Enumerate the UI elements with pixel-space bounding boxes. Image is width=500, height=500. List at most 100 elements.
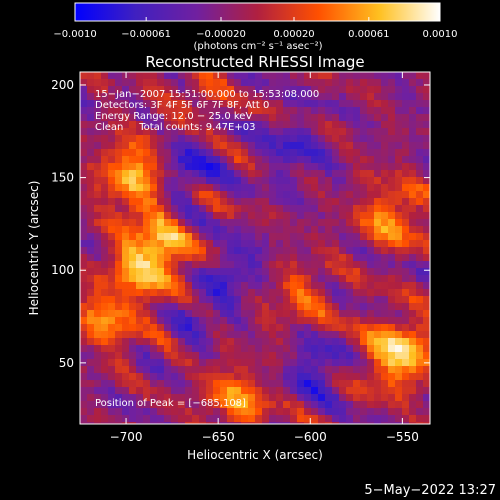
- heatmap-cell: [248, 198, 256, 206]
- heatmap-cell: [367, 331, 375, 339]
- heatmap-cell: [213, 352, 221, 360]
- heatmap-cell: [416, 114, 424, 122]
- heatmap-cell: [227, 408, 235, 416]
- heatmap-cell: [101, 156, 109, 164]
- heatmap-cell: [395, 415, 403, 423]
- heatmap-cell: [381, 310, 389, 318]
- y-tick-label: 100: [51, 263, 74, 277]
- heatmap-cell: [178, 184, 186, 192]
- heatmap-cell: [276, 366, 284, 374]
- heatmap-cell: [381, 142, 389, 150]
- heatmap-cell: [255, 163, 263, 171]
- heatmap-cell: [192, 394, 200, 402]
- heatmap-cell: [318, 226, 326, 234]
- heatmap-cell: [290, 226, 298, 234]
- heatmap-cell: [367, 401, 375, 409]
- heatmap-cell: [276, 324, 284, 332]
- heatmap-cell: [227, 401, 235, 409]
- heatmap-cell: [171, 296, 179, 304]
- heatmap-cell: [129, 254, 137, 262]
- heatmap-cell: [150, 72, 158, 80]
- heatmap-cell: [80, 219, 88, 227]
- heatmap-cell: [318, 149, 326, 157]
- heatmap-cell: [304, 163, 312, 171]
- heatmap-cell: [248, 170, 256, 178]
- heatmap-cell: [199, 289, 207, 297]
- heatmap-cell: [353, 324, 361, 332]
- heatmap-cell: [199, 268, 207, 276]
- heatmap-cell: [199, 324, 207, 332]
- heatmap-cell: [206, 275, 214, 283]
- heatmap-cell: [248, 296, 256, 304]
- heatmap-cell: [283, 373, 291, 381]
- heatmap-cell: [290, 296, 298, 304]
- heatmap-cell: [304, 156, 312, 164]
- heatmap-cell: [276, 380, 284, 388]
- heatmap-cell: [262, 191, 270, 199]
- heatmap-cell: [143, 373, 151, 381]
- heatmap-cell: [304, 345, 312, 353]
- heatmap-cell: [220, 177, 228, 185]
- heatmap-cell: [213, 387, 221, 395]
- heatmap-cell: [143, 345, 151, 353]
- heatmap-cell: [325, 359, 333, 367]
- heatmap-cell: [108, 317, 116, 325]
- heatmap-cell: [227, 373, 235, 381]
- heatmap-cell: [276, 303, 284, 311]
- heatmap-cell: [297, 415, 305, 423]
- heatmap-cell: [367, 156, 375, 164]
- heatmap-cell: [101, 254, 109, 262]
- heatmap-cell: [101, 401, 109, 409]
- heatmap-cell: [101, 380, 109, 388]
- heatmap-cell: [304, 198, 312, 206]
- heatmap-cell: [164, 170, 172, 178]
- heatmap-cell: [318, 296, 326, 304]
- heatmap-cell: [185, 366, 193, 374]
- heatmap-cell: [157, 240, 165, 248]
- heatmap-cell: [87, 408, 95, 416]
- heatmap-cell: [143, 107, 151, 115]
- heatmap-cell: [416, 268, 424, 276]
- heatmap-cell: [115, 373, 123, 381]
- heatmap-cell: [192, 401, 200, 409]
- heatmap-cell: [171, 114, 179, 122]
- heatmap-cell: [206, 254, 214, 262]
- heatmap-cell: [213, 142, 221, 150]
- heatmap-cell: [297, 121, 305, 129]
- heatmap-cell: [360, 303, 368, 311]
- heatmap-cell: [367, 422, 375, 424]
- heatmap-cell: [171, 205, 179, 213]
- heatmap-cell: [136, 107, 144, 115]
- heatmap-cell: [129, 303, 137, 311]
- heatmap-cell: [255, 324, 263, 332]
- heatmap-cell: [241, 268, 249, 276]
- heatmap-cell: [290, 240, 298, 248]
- heatmap-cell: [227, 219, 235, 227]
- heatmap-cell: [318, 387, 326, 395]
- heatmap-cell: [192, 303, 200, 311]
- heatmap-cell: [402, 387, 410, 395]
- heatmap-cell: [255, 184, 263, 192]
- heatmap-cell: [248, 177, 256, 185]
- heatmap-cell: [115, 359, 123, 367]
- heatmap-cell: [213, 128, 221, 136]
- heatmap-cell: [395, 275, 403, 283]
- heatmap-cell: [423, 226, 430, 234]
- heatmap-cell: [213, 401, 221, 409]
- heatmap-cell: [318, 121, 326, 129]
- heatmap-cell: [290, 261, 298, 269]
- heatmap-cell: [388, 380, 396, 388]
- heatmap-cell: [416, 296, 424, 304]
- heatmap-cell: [346, 394, 354, 402]
- heatmap-cell: [360, 100, 368, 108]
- heatmap-cell: [87, 338, 95, 346]
- heatmap-cell: [297, 184, 305, 192]
- heatmap-cell: [157, 128, 165, 136]
- heatmap-cell: [101, 268, 109, 276]
- heatmap-cell: [87, 247, 95, 255]
- heatmap-cell: [234, 198, 242, 206]
- heatmap-cell: [353, 254, 361, 262]
- heatmap-cell: [94, 366, 102, 374]
- heatmap-cell: [297, 100, 305, 108]
- heatmap-cell: [136, 198, 144, 206]
